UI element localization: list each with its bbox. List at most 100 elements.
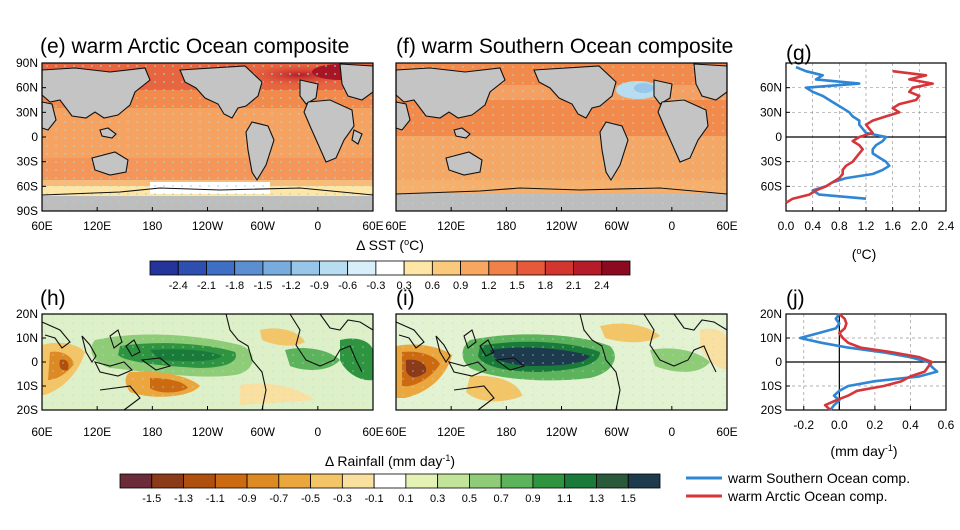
rain-colorbar-swatch (564, 473, 597, 489)
sst-colorbar-tick-label: 1.2 (481, 280, 496, 292)
rain-colorbar: Δ Rainfall (mm day-1) -1.5 -1.3 -1.1 -0.9 -0… (119, 453, 661, 505)
rain-colorbar-tick-label: 1.5 (621, 493, 636, 505)
sst-colorbar-swatch (347, 260, 377, 276)
sst-colorbar-tick-label: 2.4 (594, 280, 609, 292)
panel-g-title: (g) (786, 42, 812, 65)
panel-g-xlabel: (oC) (852, 246, 876, 262)
panel-j-title: (j) (786, 287, 805, 310)
panel-g-axes: 0.0 0.4 0.8 1.2 1.6 2.0 2.4 60N 30N 0 30S 60S (760, 62, 955, 233)
panel-h-xtick-label: 60E (31, 425, 52, 439)
panel-g-ytick-label: 30S (761, 155, 782, 169)
rain-colorbar-swatch (500, 473, 534, 489)
panel-j-xtick-label: 0.4 (902, 418, 919, 432)
panel-e-title: (e) warm Arctic Ocean composite (40, 35, 349, 58)
panel-f-map (395, 62, 728, 212)
panel-j-xtick-label: -0.2 (793, 418, 814, 432)
sst-colorbar-tick-label: -1.5 (253, 280, 272, 292)
rain-colorbar-swatch (627, 473, 661, 489)
panel-f-xtick-label: 120E (437, 219, 465, 233)
rain-colorbar-swatch (151, 473, 184, 489)
sst-colorbar-tick-label: -2.4 (169, 280, 188, 292)
panel-e-ytick-label: 90S (17, 204, 38, 218)
rain-colorbar-tick-label: 0.9 (525, 493, 540, 505)
panel-g-xtick-label: 0.0 (778, 219, 795, 233)
sst-colorbar-swatch (488, 260, 518, 276)
panel-e-xtick-label: 120E (83, 219, 111, 233)
sst-colorbar-tick-label: -1.8 (225, 280, 244, 292)
panel-j-lines (798, 313, 939, 411)
panel-g-frame (785, 62, 947, 212)
sst-colorbar-swatch (319, 260, 349, 276)
sst-colorbar-tick-label: -0.6 (338, 280, 357, 292)
sst-colorbar-tick-label: -0.9 (310, 280, 329, 292)
rain-colorbar-tick-label: -1.3 (174, 493, 193, 505)
sst-colorbar-swatch (573, 260, 603, 276)
panel-h-xtick-label: 180 (142, 425, 162, 439)
rain-colorbar-tick-label: 1.3 (589, 493, 604, 505)
panel-g-xtick-label: 1.2 (858, 219, 875, 233)
panel-e-xtick-label: 60E (31, 219, 52, 233)
panel-j-series-arctic (823, 313, 934, 411)
panel-j-frame (785, 313, 947, 411)
rain-colorbar-swatch (437, 473, 470, 489)
rain-colorbar-tick-label: -0.9 (238, 493, 257, 505)
panel-j-xtick-label: 0.6 (938, 418, 955, 432)
rain-colorbar-swatch (119, 473, 153, 489)
sst-colorbar-swatch (431, 260, 461, 276)
map-ticks-bottom: 60E 120E 180 120W 60W 0 60E 20N 10N 0 10S 20S 60E 120… (16, 307, 738, 439)
panel-h-ytick-label: 20N (16, 307, 38, 321)
panel-e-ytick-label: 30S (17, 155, 38, 169)
rain-colorbar-tick-label: -0.1 (365, 493, 384, 505)
rain-colorbar-swatch (341, 473, 375, 489)
sst-colorbar-swatch (516, 260, 546, 276)
panel-h-map (41, 313, 374, 411)
sst-colorbar-swatch (262, 260, 292, 276)
panel-h-title: (h) (40, 287, 66, 310)
rain-colorbar-swatch (246, 473, 280, 489)
panel-j-ytick-label: 20N (760, 307, 782, 321)
panel-j-xtick-label: 0.0 (831, 418, 848, 432)
panel-e-ytick-label: 30N (16, 105, 38, 119)
panel-e-xtick-label: 0 (314, 219, 321, 233)
panel-h-xtick-label: 120E (83, 425, 111, 439)
panel-i: (i) (395, 287, 728, 411)
panel-g: (g) 0.0 0.4 0.8 1.2 1.6 2.0 2.4 60N 30N 0 30S 60S (… (760, 42, 955, 262)
sst-colorbar-tick-label: 1.8 (538, 280, 553, 292)
panel-g-xtick-label: 2.0 (911, 219, 928, 233)
panel-j-xlabel: (mm day-1) (830, 443, 897, 459)
rain-colorbar-swatch (373, 473, 407, 489)
panel-g-xtick-label: 0.8 (831, 219, 848, 233)
rain-colorbar-tick-label: -1.1 (206, 493, 225, 505)
panel-e-map (41, 62, 374, 212)
panel-f-xtick-label: 60E (385, 219, 406, 233)
rain-colorbar-tick-label: 0.1 (398, 493, 413, 505)
panel-h-xtick-label: 120W (192, 425, 224, 439)
panel-g-series-southern (795, 65, 891, 200)
panel-e-xtick-label: 180 (142, 219, 162, 233)
rain-colorbar-label: Δ Rainfall (mm day-1) (325, 453, 455, 469)
rain-colorbar-swatch (278, 473, 311, 489)
rain-colorbar-tick-label: 0.5 (462, 493, 477, 505)
sst-colorbar-swatch (149, 260, 179, 276)
panel-f-xtick-label: 60W (604, 219, 629, 233)
sst-colorbar-tick-label: -0.3 (366, 280, 385, 292)
panel-j-ytick-label: 20S (761, 403, 782, 417)
sst-colorbar: Δ SST (oC) -2.4 -2.1 -1.8 -1.5 -1.2 -0.9 -0.6-… (149, 237, 631, 292)
panel-g-lines (785, 65, 935, 204)
panel-g-ytick-label: 60S (761, 179, 782, 193)
rain-colorbar-tick-label: -0.5 (301, 493, 320, 505)
rain-colorbar-tick-label: -0.3 (333, 493, 352, 505)
rain-colorbar-swatch (405, 473, 439, 489)
panel-h-ytick-label: 20S (17, 403, 38, 417)
panel-e: (e) warm Arctic Ocean composite (40, 35, 374, 212)
panel-i-xtick-label: 180 (496, 425, 516, 439)
panel-e-xtick-label: 60W (250, 219, 275, 233)
rain-colorbar-tick-label: 1.1 (557, 493, 572, 505)
panel-f: (f) warm Southern Ocean composite (395, 35, 733, 212)
rain-colorbar-swatch (532, 473, 566, 489)
panel-f-xtick-label: 0 (668, 219, 675, 233)
panel-j-ytick-label: 10S (761, 379, 782, 393)
panel-f-xtick-label: 120W (546, 219, 578, 233)
panel-g-xtick-label: 0.4 (804, 219, 821, 233)
